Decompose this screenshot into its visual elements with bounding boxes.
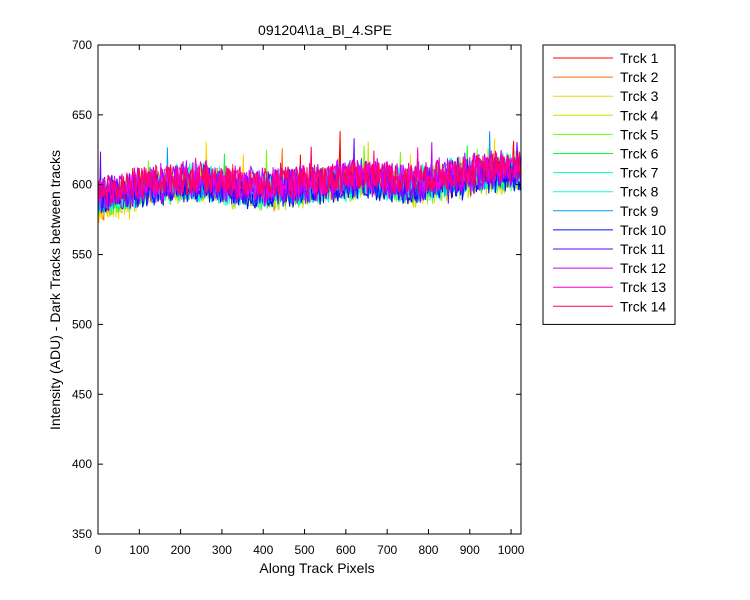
legend-label: Trck 8 — [620, 184, 659, 200]
legend-label: Trck 9 — [620, 203, 659, 219]
chart-title: 091204\1a_Bl_4.SPE — [258, 22, 392, 38]
x-tick-label: 1000 — [498, 543, 525, 557]
y-tick-label: 700 — [72, 38, 92, 52]
series-line-trck-12 — [97, 142, 522, 213]
x-tick-label: 800 — [418, 543, 438, 557]
y-tick-label: 500 — [72, 317, 92, 331]
y-axis-label: Intensity (ADU) - Dark Tracks between tr… — [47, 150, 63, 430]
legend: Trck 1 Trck 2 Trck 3 Trck 4 Trck 5 Trck 6 Trck… — [542, 44, 676, 325]
legend-label: Trck 5 — [620, 126, 659, 142]
legend-label: Trck 13 — [620, 279, 666, 295]
legend-label: Trck 14 — [620, 298, 666, 314]
legend-label: Trck 1 — [620, 50, 659, 66]
legend-label: Trck 6 — [620, 146, 659, 162]
legend-label: Trck 4 — [620, 107, 659, 123]
legend-label: Trck 7 — [620, 165, 659, 181]
axis-ticks: 0 100 200 300 400 500 600 700 800 900 1000 350 400 45… — [72, 38, 525, 557]
x-tick-label: 100 — [129, 543, 149, 557]
plot-area — [98, 45, 521, 534]
legend-label: Trck 12 — [620, 260, 666, 276]
legend-box — [542, 44, 676, 325]
x-tick-label: 0 — [95, 543, 102, 557]
legend-label: Trck 3 — [620, 88, 659, 104]
series-line-trck-14 — [97, 146, 522, 205]
x-tick-label: 500 — [295, 543, 315, 557]
x-tick-label: 400 — [253, 543, 273, 557]
x-tick-label: 300 — [212, 543, 232, 557]
y-tick-label: 550 — [72, 248, 92, 262]
x-tick-label: 200 — [171, 543, 191, 557]
series-lines — [97, 131, 522, 224]
y-tick-label: 350 — [72, 527, 92, 541]
x-tick-label: 700 — [377, 543, 397, 557]
legend-label: Trck 11 — [620, 241, 665, 257]
x-tick-label: 600 — [336, 543, 356, 557]
legend-label: Trck 2 — [620, 69, 659, 85]
series-line-trck-13 — [97, 147, 522, 205]
y-tick-label: 600 — [72, 178, 92, 192]
x-tick-label: 900 — [460, 543, 480, 557]
legend-label: Trck 10 — [620, 222, 666, 238]
y-tick-label: 450 — [72, 387, 92, 401]
y-tick-label: 400 — [72, 457, 92, 471]
axes-box — [97, 44, 522, 535]
y-tick-label: 650 — [72, 108, 92, 122]
x-axis-label: Along Track Pixels — [259, 560, 374, 576]
